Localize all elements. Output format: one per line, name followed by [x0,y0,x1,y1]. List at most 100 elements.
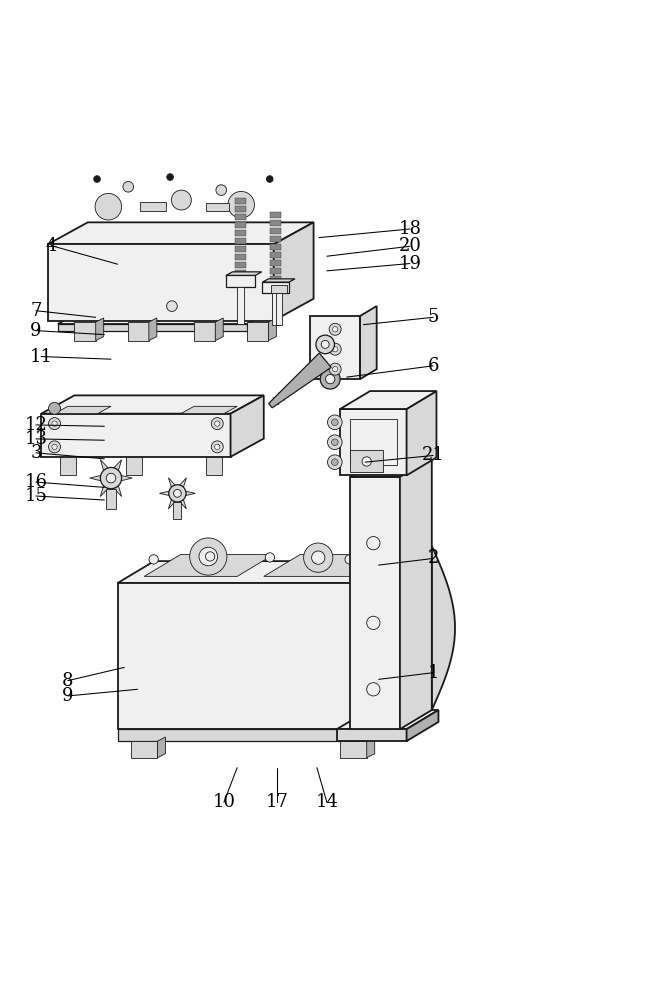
Circle shape [211,418,223,430]
Polygon shape [271,285,287,293]
Bar [139,202,166,211]
Circle shape [49,418,61,430]
Polygon shape [121,475,132,481]
Polygon shape [235,206,246,212]
Polygon shape [41,414,231,457]
Circle shape [327,415,342,430]
Polygon shape [340,409,407,475]
Circle shape [94,176,100,182]
Circle shape [345,555,354,564]
Polygon shape [186,491,195,495]
Polygon shape [235,222,246,228]
Polygon shape [370,561,407,729]
Circle shape [173,489,181,497]
Polygon shape [337,710,438,729]
Polygon shape [41,395,263,414]
Polygon shape [75,322,95,341]
Polygon shape [194,322,215,341]
Polygon shape [235,262,246,268]
Circle shape [199,547,217,566]
Text: 10: 10 [212,793,235,811]
Polygon shape [350,458,432,477]
Polygon shape [235,238,246,244]
Circle shape [169,485,186,502]
Text: 18: 18 [398,220,422,238]
Bar [350,419,397,465]
Polygon shape [270,252,281,258]
Text: 3: 3 [30,444,41,462]
Text: 4: 4 [45,237,57,255]
Polygon shape [181,406,237,414]
Circle shape [171,190,191,210]
Circle shape [167,301,177,311]
Polygon shape [270,268,281,274]
Circle shape [52,444,57,450]
Circle shape [149,555,158,564]
Circle shape [321,340,329,348]
Text: 8: 8 [62,672,73,690]
Text: 7: 7 [30,302,41,320]
Text: 9: 9 [30,322,41,340]
Polygon shape [149,318,157,341]
Circle shape [367,616,380,630]
Circle shape [49,402,61,414]
Circle shape [205,552,215,561]
Circle shape [265,553,275,562]
Polygon shape [370,707,407,741]
Polygon shape [117,729,370,741]
Polygon shape [235,270,246,275]
Polygon shape [367,737,375,758]
Polygon shape [48,244,273,321]
Polygon shape [157,737,165,758]
Polygon shape [58,306,280,324]
Polygon shape [350,477,400,729]
Circle shape [333,366,338,372]
Circle shape [329,323,341,335]
Circle shape [367,683,380,696]
Polygon shape [100,486,108,496]
Polygon shape [169,500,175,509]
Polygon shape [48,222,313,244]
Text: 13: 13 [25,430,47,448]
Circle shape [95,193,121,220]
Polygon shape [325,379,336,386]
Polygon shape [226,275,255,287]
Bar [206,203,229,211]
Polygon shape [114,460,121,470]
Polygon shape [169,478,175,487]
Polygon shape [206,457,222,475]
Circle shape [327,435,342,450]
Circle shape [329,343,341,355]
Circle shape [216,185,227,195]
Circle shape [316,335,334,354]
Text: 14: 14 [315,793,338,811]
Text: 12: 12 [25,416,47,434]
Circle shape [215,444,220,450]
Polygon shape [270,244,281,250]
Polygon shape [340,741,367,758]
Polygon shape [235,230,246,236]
Text: 1: 1 [428,664,439,682]
Polygon shape [58,324,247,331]
Polygon shape [270,260,281,266]
Polygon shape [270,220,281,226]
Text: 20: 20 [398,237,422,255]
Circle shape [228,191,254,218]
Circle shape [49,441,61,453]
Polygon shape [179,478,186,487]
Circle shape [329,363,341,375]
Polygon shape [268,318,276,341]
Circle shape [211,441,223,453]
Polygon shape [262,279,295,282]
Polygon shape [235,198,246,204]
Polygon shape [235,214,246,220]
Circle shape [167,174,173,180]
Circle shape [311,551,325,564]
Polygon shape [360,306,377,379]
Polygon shape [117,583,370,729]
Polygon shape [407,710,438,741]
Polygon shape [90,475,101,481]
Polygon shape [117,561,407,583]
Polygon shape [271,293,279,325]
Polygon shape [95,318,103,341]
